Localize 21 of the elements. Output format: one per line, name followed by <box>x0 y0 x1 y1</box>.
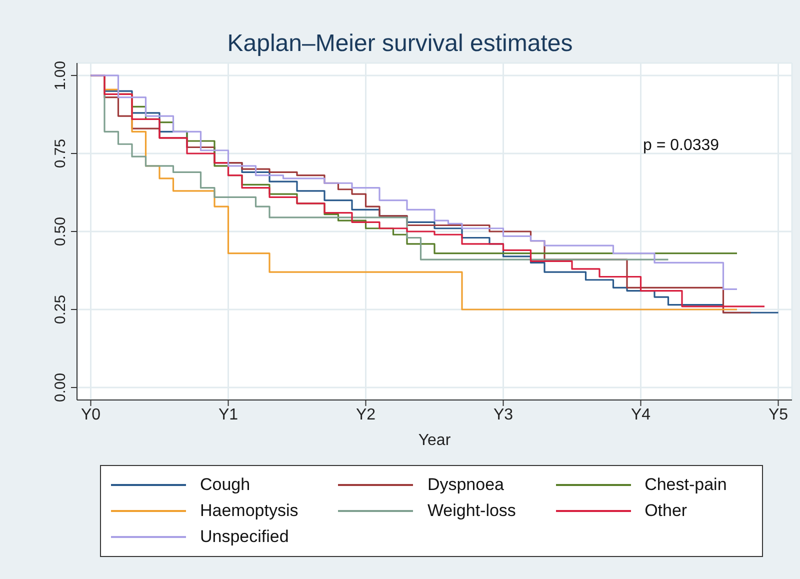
x-axis-title: Year <box>418 432 452 449</box>
y-tick-label: 0.00 <box>52 372 69 402</box>
y-tick-label: 1.00 <box>52 60 69 90</box>
legend-label: Haemoptysis <box>200 501 298 521</box>
x-tick-label: Y0 <box>80 406 101 424</box>
x-tick-label: Y3 <box>493 406 514 424</box>
legend-label: Chest-pain <box>644 475 727 495</box>
legend-label: Cough <box>200 475 250 495</box>
legend-label: Weight-loss <box>427 501 516 521</box>
x-tick-label: Y1 <box>218 406 238 424</box>
y-tick-label: 0.75 <box>52 138 69 168</box>
y-tick-label: 0.25 <box>52 294 69 324</box>
x-tick-label: Y2 <box>356 406 376 424</box>
legend-label: Dyspnoea <box>427 475 504 495</box>
legend-label: Unspecified <box>200 527 289 547</box>
x-tick-label: Y4 <box>630 406 651 424</box>
x-tick-label: Y5 <box>768 406 788 424</box>
legend-label: Other <box>644 501 688 521</box>
annotation: p = 0.0339 <box>643 137 720 155</box>
chart-title: Kaplan–Meier survival estimates <box>226 30 574 58</box>
y-tick-label: 0.50 <box>52 216 69 246</box>
